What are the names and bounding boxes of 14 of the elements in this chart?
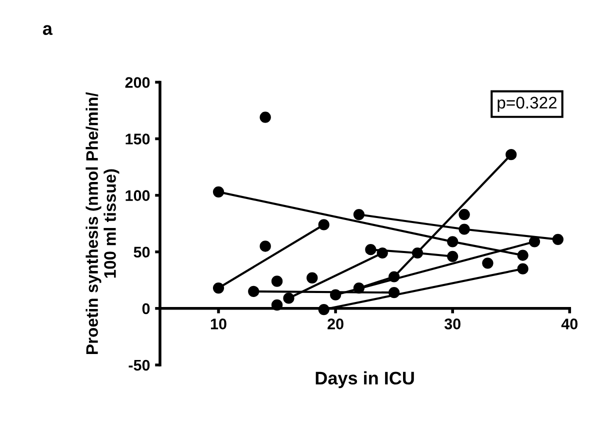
x-tick-label: 20 <box>328 318 344 330</box>
y-tick-label: -50 <box>128 360 150 371</box>
y-tick-label: 150 <box>126 134 150 144</box>
x-tick-label: 30 <box>444 318 460 330</box>
y-tick-label: 100 <box>126 190 150 201</box>
y-tick-label: 50 <box>134 246 150 258</box>
x-axis-title: Days in ICU <box>316 371 414 388</box>
annotation: p=0.322 <box>498 96 557 112</box>
chart-title: a <box>42 25 53 35</box>
y-axis-title: Proetin synthesis (nmol Phe/min/ 100 ml tissue) <box>86 92 120 354</box>
y-tick-label: 200 <box>125 77 150 88</box>
y-tick-label: 0 <box>142 303 150 314</box>
x-tick-label: 40 <box>561 318 578 330</box>
x-tick-label: 10 <box>210 318 226 330</box>
